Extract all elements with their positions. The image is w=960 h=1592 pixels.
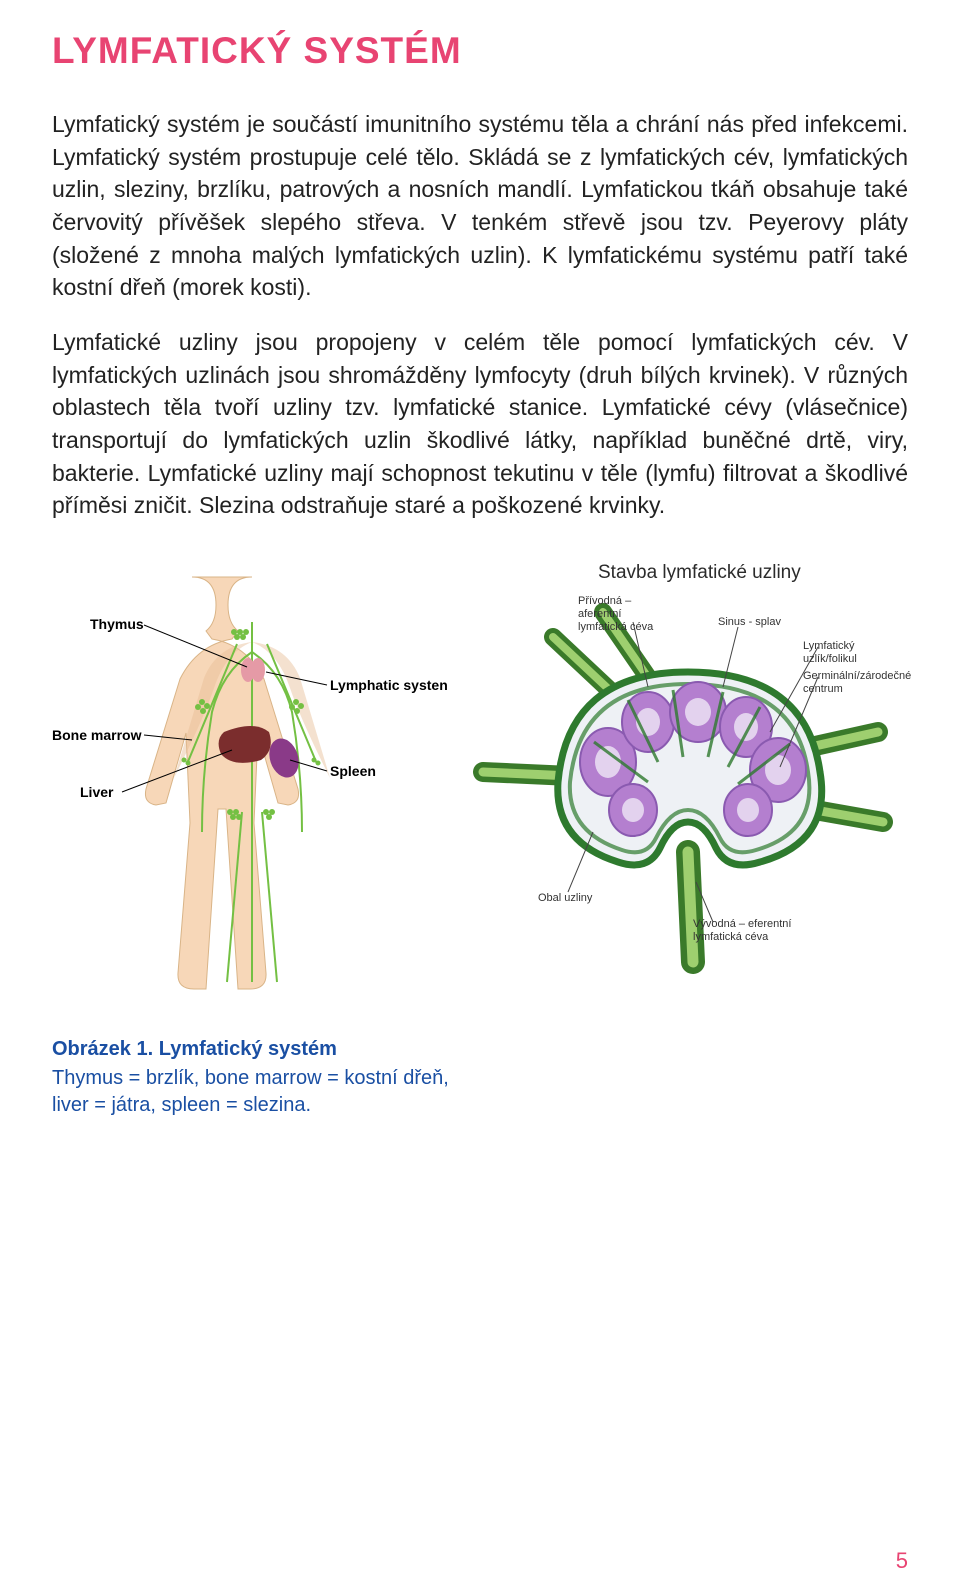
label-capsule: Obal uzliny <box>538 892 592 905</box>
page-number: 5 <box>896 1548 908 1574</box>
caption-line-1: Thymus = brzlík, bone marrow = kostní dř… <box>52 1065 908 1092</box>
caption-block: Obrázek 1. Lymfatický systém Thymus = br… <box>52 1038 908 1119</box>
label-follicle: Lymfatický uzlík/folikul <box>803 640 908 666</box>
label-liver: Liver <box>80 784 113 800</box>
caption-line-2: liver = játra, spleen = slezina. <box>52 1092 908 1119</box>
label-bone-marrow: Bone marrow <box>52 727 141 743</box>
page: LYMFATICKÝ SYSTÉM Lymfatický systém je s… <box>0 0 960 1592</box>
label-afferent: Přívodná – aferentní lymfatická céva <box>578 595 668 635</box>
label-sinus: Sinus - splav <box>718 616 781 629</box>
paragraph-2: Lymfatické uzliny jsou propojeny v celém… <box>52 326 908 522</box>
paragraph-1: Lymfatický systém je součástí imunitního… <box>52 108 908 304</box>
label-germinal: Germinální/zárodečné centrum <box>803 670 908 696</box>
figures-row: Thymus Bone marrow Liver Lymphatic syste… <box>52 562 908 1012</box>
node-svg <box>468 562 908 1012</box>
label-thymus: Thymus <box>90 616 144 632</box>
figure2-title: Stavba lymfatické uzliny <box>598 562 801 584</box>
label-lymphatic-system: Lymphatic systen <box>330 677 448 693</box>
figure-body-diagram: Thymus Bone marrow Liver Lymphatic syste… <box>52 562 448 1012</box>
caption-title: Obrázek 1. Lymfatický systém <box>52 1038 908 1061</box>
figure-node-diagram: Stavba lymfatické uzliny <box>468 562 908 1012</box>
page-title: LYMFATICKÝ SYSTÉM <box>52 30 908 72</box>
label-spleen: Spleen <box>330 763 376 779</box>
label-efferent: Vývodná – eferentní lymfatická céva <box>693 918 793 944</box>
liver-icon <box>219 726 271 763</box>
